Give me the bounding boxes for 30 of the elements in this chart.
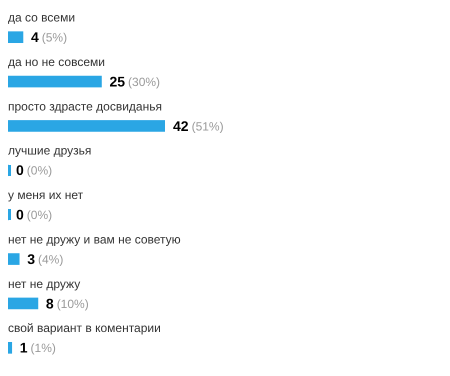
bar [8,76,102,88]
y-tick-label: просто здрасте досвиданья [8,99,162,114]
data-label: 0 [16,162,24,178]
y-tick-label: да но не совсеми [8,54,105,69]
annotation: (4%) [38,252,64,266]
y-tick-label: да со всеми [8,10,76,24]
bar [8,298,38,310]
y-tick-label: свой вариант в коментарии [8,321,161,336]
data-label: 4 [30,29,39,46]
data-label: 3 [27,250,36,267]
y-tick-label: нет не дружу [8,276,80,291]
y-tick-label: у меня их нет [8,188,84,202]
annotation: (5%) [42,30,68,44]
data-label: 25 [109,73,126,90]
bar [8,120,165,132]
bar [8,31,24,44]
annotation: (30%) [128,74,160,89]
data-label: 0 [16,206,24,223]
annotation: (1%) [30,341,56,356]
data-label: 1 [20,340,28,356]
bar [8,342,12,354]
annotation: (10%) [56,296,89,311]
annotation: (0%) [26,164,52,178]
y-tick-label: лучшие друзья [8,144,92,158]
y-tick-label: нет не дружу и вам не советую [8,232,181,246]
annotation: (0%) [26,208,52,222]
annotation: (51%) [192,119,224,134]
data-label: 42 [173,118,189,134]
data-label: 8 [46,295,54,312]
bar [8,253,20,265]
